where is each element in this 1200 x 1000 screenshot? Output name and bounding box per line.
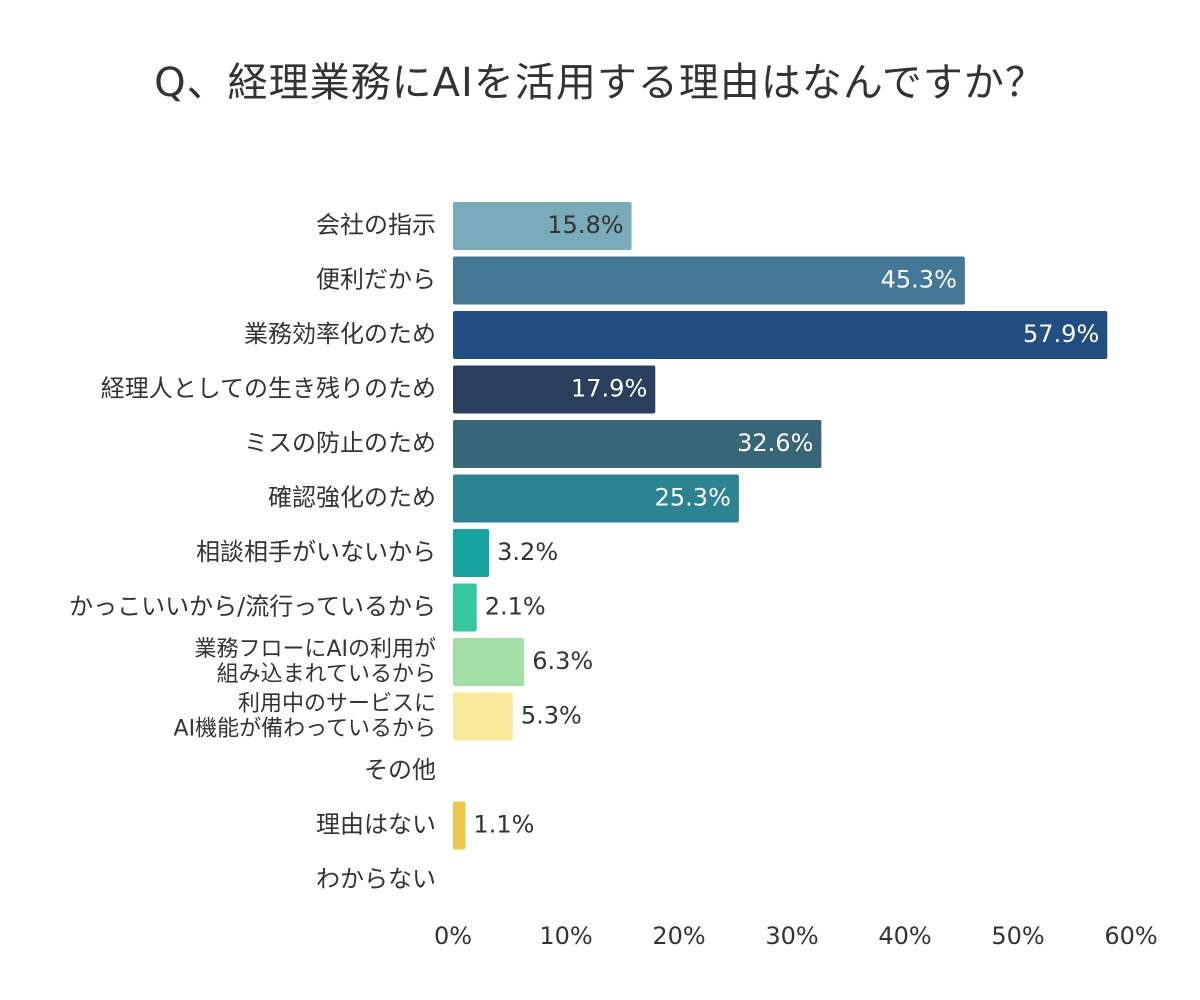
data-label: 1.1% <box>473 811 534 839</box>
data-label: 32.6% <box>737 429 813 457</box>
data-label: 3.2% <box>497 538 558 566</box>
x-tick-label: 40% <box>878 922 931 950</box>
x-tick-label: 10% <box>539 922 592 950</box>
bar <box>453 583 477 632</box>
bar <box>453 420 822 468</box>
category-label: 経理人としての生き残りのため <box>101 375 436 403</box>
bar <box>453 801 466 850</box>
category-label: 業務効率化のため <box>244 320 436 348</box>
category-label: 便利だから <box>316 266 436 294</box>
category-label: かっこいいから/流行っているから <box>69 593 436 621</box>
bar <box>453 474 739 523</box>
data-label: 25.3% <box>655 484 731 512</box>
data-label: 57.9% <box>1023 320 1099 348</box>
category-label: その他 <box>364 756 436 784</box>
x-tick-label: 50% <box>991 922 1044 950</box>
data-label: 15.8% <box>547 211 623 239</box>
bar <box>453 529 490 577</box>
bar <box>453 692 513 741</box>
data-label: 17.9% <box>571 375 647 403</box>
data-label: 5.3% <box>521 702 582 730</box>
category-label: ミスの防止のため <box>244 429 436 457</box>
data-label: 2.1% <box>485 593 546 621</box>
category-label: 相談相手がいないから <box>196 538 436 566</box>
x-tick-label: 20% <box>652 922 705 950</box>
category-label: 会社の指示 <box>316 211 436 239</box>
x-tick-label: 60% <box>1104 922 1157 950</box>
data-label: 45.3% <box>881 266 957 294</box>
category-label: わからない <box>316 865 436 893</box>
x-tick-label: 30% <box>765 922 818 950</box>
category-label: 利用中のサービスに AI機能が備わっているから <box>174 692 436 742</box>
category-label: 業務フローにAIの利用が組み込まれているから <box>194 637 436 687</box>
category-label: 理由はない <box>316 811 436 839</box>
category-label: 確認強化のため <box>268 484 436 512</box>
bar <box>453 202 632 250</box>
bar <box>453 256 965 305</box>
data-label: 6.3% <box>532 647 593 675</box>
bar <box>453 638 525 686</box>
bar <box>453 311 1108 359</box>
bar <box>453 365 656 414</box>
x-tick-label: 0% <box>434 922 472 950</box>
chart-title: Q、経理業務にAIを活用する理由はなんですか？ <box>154 60 1046 106</box>
